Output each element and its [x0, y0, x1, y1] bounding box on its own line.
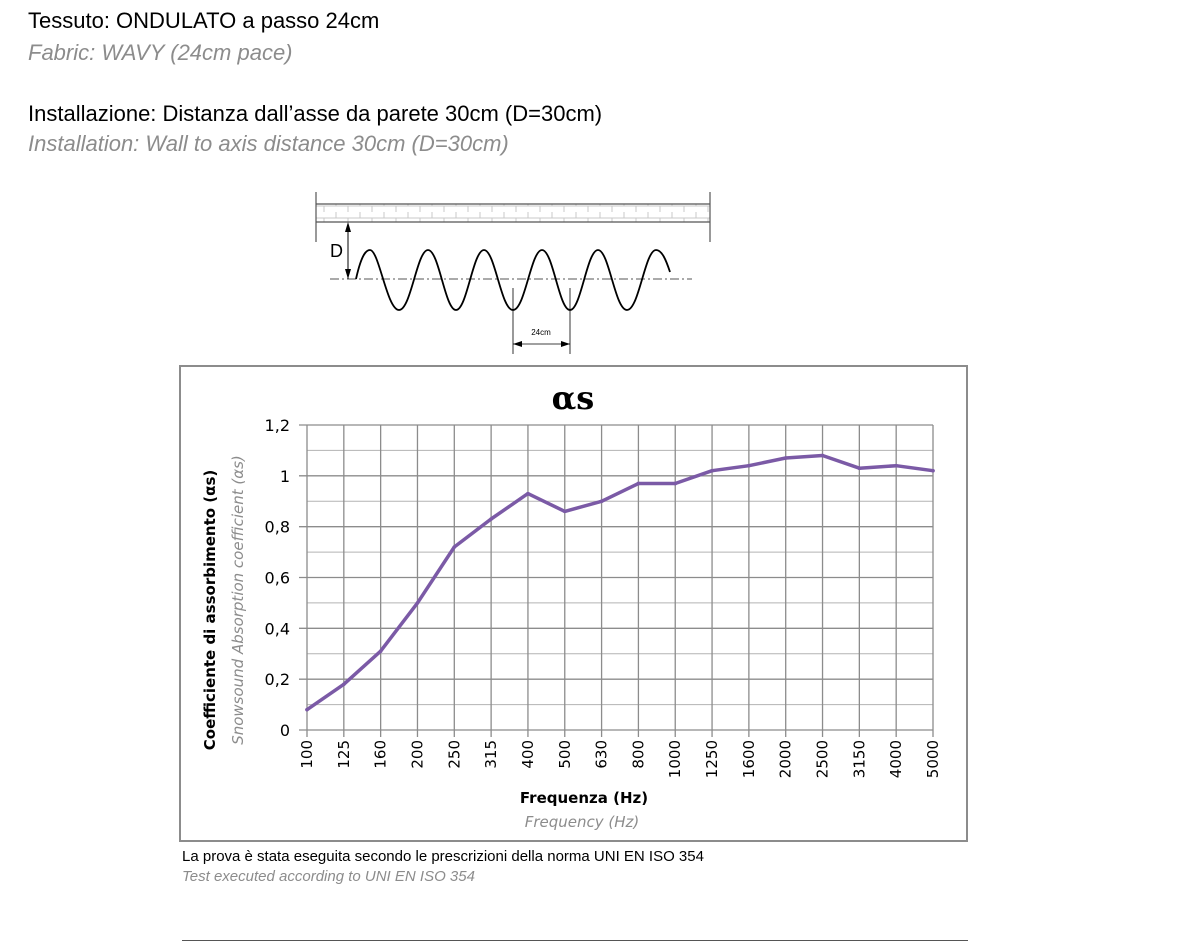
- installation-title: Installazione: Distanza dall’asse da par…: [28, 101, 603, 126]
- data-points: [305, 453, 935, 712]
- fabric-title-en: Fabric: WAVY (24cm pace): [28, 40, 293, 65]
- test-note: La prova è stata eseguita secondo le pre…: [182, 848, 704, 865]
- data-point: [747, 463, 751, 468]
- y-tick-label: 0: [280, 721, 290, 740]
- x-tick-label: 1250: [703, 740, 721, 778]
- data-point: [305, 707, 309, 712]
- x-tick-label: 2500: [814, 740, 832, 778]
- x-tick-label: 400: [519, 740, 537, 769]
- data-point: [526, 491, 530, 496]
- data-point: [415, 601, 420, 605]
- data-point: [820, 453, 825, 458]
- wall: [315, 192, 711, 242]
- absorption-chart: 0 0,2 0,4 0,6 0,8 1 1,2 100 125 160 200 250 315 400 5…: [201, 379, 942, 831]
- data-point: [710, 468, 714, 473]
- x-axis-label: Frequenza (Hz): [520, 789, 648, 807]
- distance-marker: [345, 222, 351, 279]
- x-tick-label: 1000: [666, 740, 684, 778]
- y-tick-label: 0,6: [265, 569, 290, 588]
- data-point: [599, 499, 604, 504]
- fabric-title: Tessuto: ONDULATO a passo 24cm: [28, 8, 380, 33]
- distance-label: D: [330, 241, 343, 261]
- pitch-label: 24cm: [531, 328, 551, 337]
- x-tick-label: 500: [556, 740, 574, 769]
- x-axis-label-en: Frequency (Hz): [525, 813, 640, 831]
- x-tick-label: 5000: [924, 740, 942, 778]
- chart-title: αs: [552, 379, 595, 417]
- y-tick-label: 0,2: [265, 670, 290, 689]
- x-tick-label: 630: [593, 740, 611, 769]
- chart-frame: [179, 365, 968, 842]
- x-tick-label: 125: [335, 740, 353, 769]
- x-tick-label: 200: [408, 740, 426, 769]
- y-tick-label: 1: [280, 467, 290, 486]
- test-note-en: Test executed according to UNI EN ISO 35…: [182, 868, 475, 885]
- y-axis-label-en: Snowsound Absorption coefficient (αs): [229, 455, 247, 745]
- series-line: [305, 453, 935, 712]
- bottom-divider: [182, 940, 968, 941]
- y-tick-label: 0,4: [265, 619, 290, 638]
- x-tick-label: 160: [372, 740, 390, 769]
- grid: [299, 424, 934, 737]
- installation-title-en: Installation: Wall to axis distance 30cm…: [28, 131, 509, 156]
- x-tick-labels: 100 125 160 200 250 315 400 500 630 800 1000 1250 16…: [298, 740, 942, 778]
- x-tick-label: 1600: [740, 740, 758, 778]
- data-point: [636, 481, 641, 486]
- x-tick-label: 100: [298, 740, 316, 769]
- x-tick-label: 250: [445, 740, 463, 769]
- data-point: [342, 682, 346, 687]
- data-point: [452, 545, 457, 549]
- data-point: [378, 649, 383, 654]
- y-tick-labels: 0 0,2 0,4 0,6 0,8 1 1,2: [265, 416, 290, 740]
- x-tick-label: 3150: [850, 740, 868, 778]
- data-point: [489, 517, 493, 521]
- data-point: [857, 466, 862, 471]
- x-tick-label: 2000: [777, 740, 795, 778]
- data-point: [894, 463, 898, 468]
- installation-diagram: D 24cm: [315, 192, 711, 354]
- data-point: [783, 456, 788, 460]
- data-point: [931, 468, 935, 473]
- y-axis-label: Coefficiente di assorbimento (αs): [201, 470, 219, 750]
- y-tick-label: 0,8: [265, 518, 290, 537]
- x-tick-label: 315: [482, 740, 500, 769]
- y-tick-label: 1,2: [265, 416, 290, 435]
- x-tick-label: 800: [629, 740, 647, 769]
- data-point: [673, 481, 678, 486]
- x-tick-label: 4000: [887, 740, 905, 778]
- data-point: [562, 509, 567, 514]
- pitch-dimension: [512, 288, 571, 354]
